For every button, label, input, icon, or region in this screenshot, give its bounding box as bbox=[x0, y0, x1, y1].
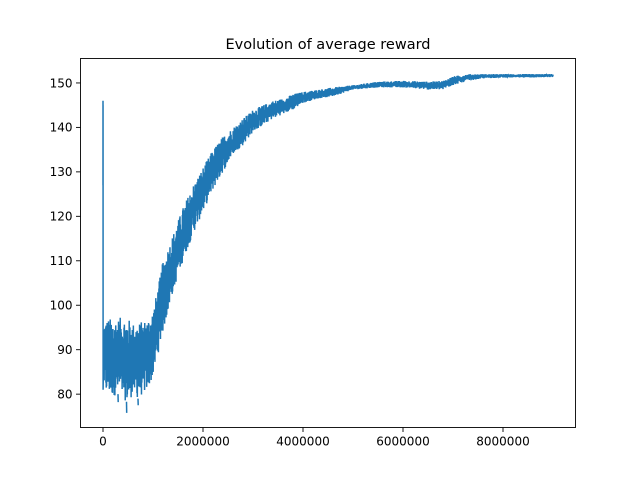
y-tick-label: 110 bbox=[50, 254, 73, 268]
x-tick-label: 0 bbox=[99, 435, 107, 449]
plot-frame bbox=[80, 58, 576, 428]
y-tick-label: 100 bbox=[50, 299, 73, 313]
y-tick-label: 140 bbox=[50, 121, 73, 135]
y-axis: 80 90 100 110 120 130 140 150 bbox=[50, 76, 81, 401]
x-tick-label: 2000000 bbox=[176, 435, 229, 449]
x-tick-label: 4000000 bbox=[276, 435, 329, 449]
series-line bbox=[102, 72, 554, 401]
y-tick-label: 90 bbox=[57, 343, 72, 357]
series-layer bbox=[102, 72, 554, 413]
y-tick-label: 120 bbox=[50, 210, 73, 224]
x-tick-label: 6000000 bbox=[376, 435, 429, 449]
x-tick-label: 8000000 bbox=[476, 435, 529, 449]
chart-title: Evolution of average reward bbox=[226, 37, 431, 53]
x-axis: 0 2000000 4000000 6000000 8000000 bbox=[99, 427, 530, 449]
y-tick-label: 80 bbox=[57, 387, 72, 401]
y-tick-label: 130 bbox=[50, 165, 73, 179]
y-tick-label: 150 bbox=[50, 76, 73, 90]
